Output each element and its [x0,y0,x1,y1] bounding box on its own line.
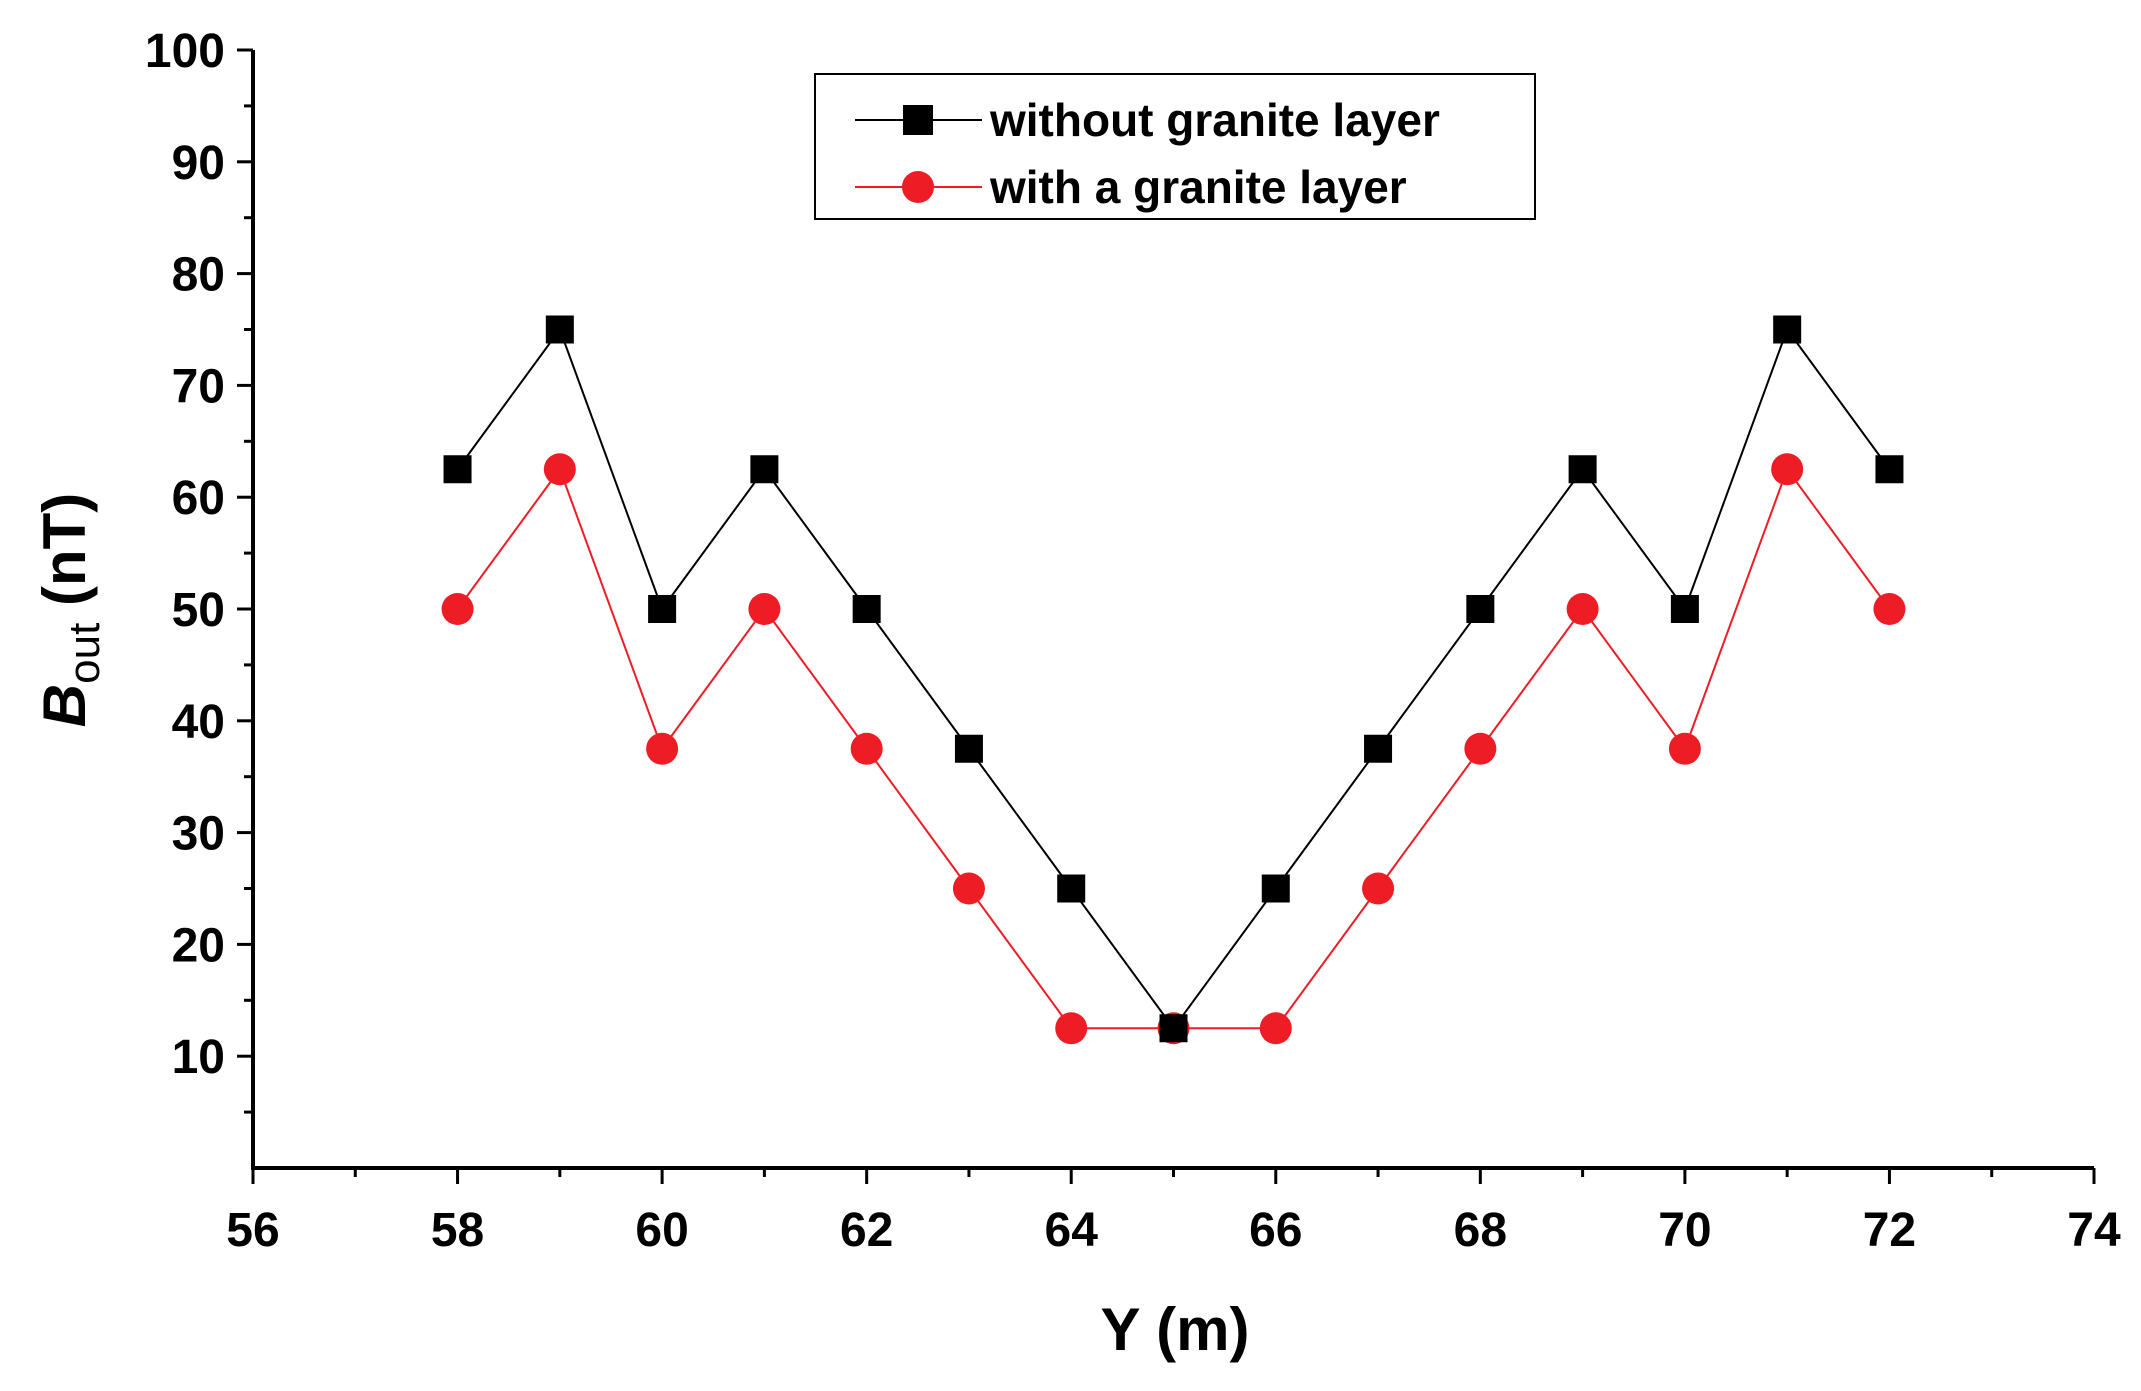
data-point-square [648,595,677,623]
x-tick-label: 58 [431,1204,484,1257]
y-axis-ticks: 10 20 30 40 50 60 70 80 90 100 [145,25,253,1114]
y-tick-label: 90 [172,137,225,190]
legend: without granite layer with a granite lay… [814,73,1536,220]
x-tick-label: 74 [2067,1204,2121,1257]
y-tick-label: 50 [172,584,225,637]
data-point-square [954,734,983,763]
data-point-circle [646,732,679,765]
data-point-circle [1055,1012,1088,1045]
y-axis-label-subscript: out [60,623,109,684]
x-axis-ticks: 56 58 60 62 64 66 68 70 72 74 [226,1168,2121,1257]
x-tick-label: 66 [1249,1204,1302,1257]
data-point-circle [1668,732,1701,765]
data-point-square [852,595,881,623]
data-point-square [1670,595,1699,623]
data-point-circle [1259,1012,1292,1045]
data-point-square [1364,734,1393,763]
series-2 [441,453,1906,1045]
data-point-square [1057,874,1086,903]
series-line [456,327,1891,1030]
y-axis-label-symbol: B [31,684,98,727]
data-point-circle [748,593,781,625]
y-tick-label: 10 [172,1031,225,1084]
x-axis-label: Y (m) [1101,1296,1250,1363]
data-point-square [1466,595,1495,623]
x-tick-label: 64 [1045,1204,1099,1257]
legend-marker-square [903,105,933,135]
y-tick-label: 20 [172,919,225,972]
data-point-square [750,455,779,484]
data-point-circle [543,453,576,486]
data-point-circle [952,872,985,905]
data-point-circle [1873,593,1906,625]
data-point-circle [1362,872,1395,905]
x-tick-label: 70 [1658,1204,1711,1257]
x-tick-label: 56 [226,1204,279,1257]
data-point-square [545,315,574,344]
series-group [441,315,1906,1045]
legend-marker-circle [902,171,934,203]
y-axis-label: Bout (nT) [31,493,109,727]
data-point-square [1261,874,1290,903]
y-tick-label: 70 [172,360,225,413]
legend-box [814,73,1536,220]
y-tick-label: 40 [172,696,225,749]
x-tick-label: 62 [840,1204,893,1257]
data-point-square [1773,315,1802,344]
data-point-square [443,455,472,484]
x-tick-label: 60 [635,1204,688,1257]
data-point-circle [850,732,883,765]
legend-label-series2: with a granite layer [989,161,1407,213]
data-point-square [1568,455,1597,484]
x-tick-label: 72 [1863,1204,1916,1257]
data-point-circle [1566,593,1599,625]
data-point-circle [1464,732,1497,765]
data-point-circle [1771,453,1804,486]
x-tick-label: 68 [1454,1204,1507,1257]
y-tick-label: 100 [145,25,225,78]
data-point-square [1159,1014,1188,1043]
data-point-square [1875,455,1904,484]
series-1 [443,315,1904,1043]
data-point-circle [441,593,474,625]
y-tick-label: 30 [172,808,225,861]
y-tick-label: 80 [172,249,225,302]
y-axis-label-unit: (nT) [31,493,98,623]
y-tick-label: 60 [172,472,225,525]
legend-label-series1: without granite layer [989,94,1440,146]
